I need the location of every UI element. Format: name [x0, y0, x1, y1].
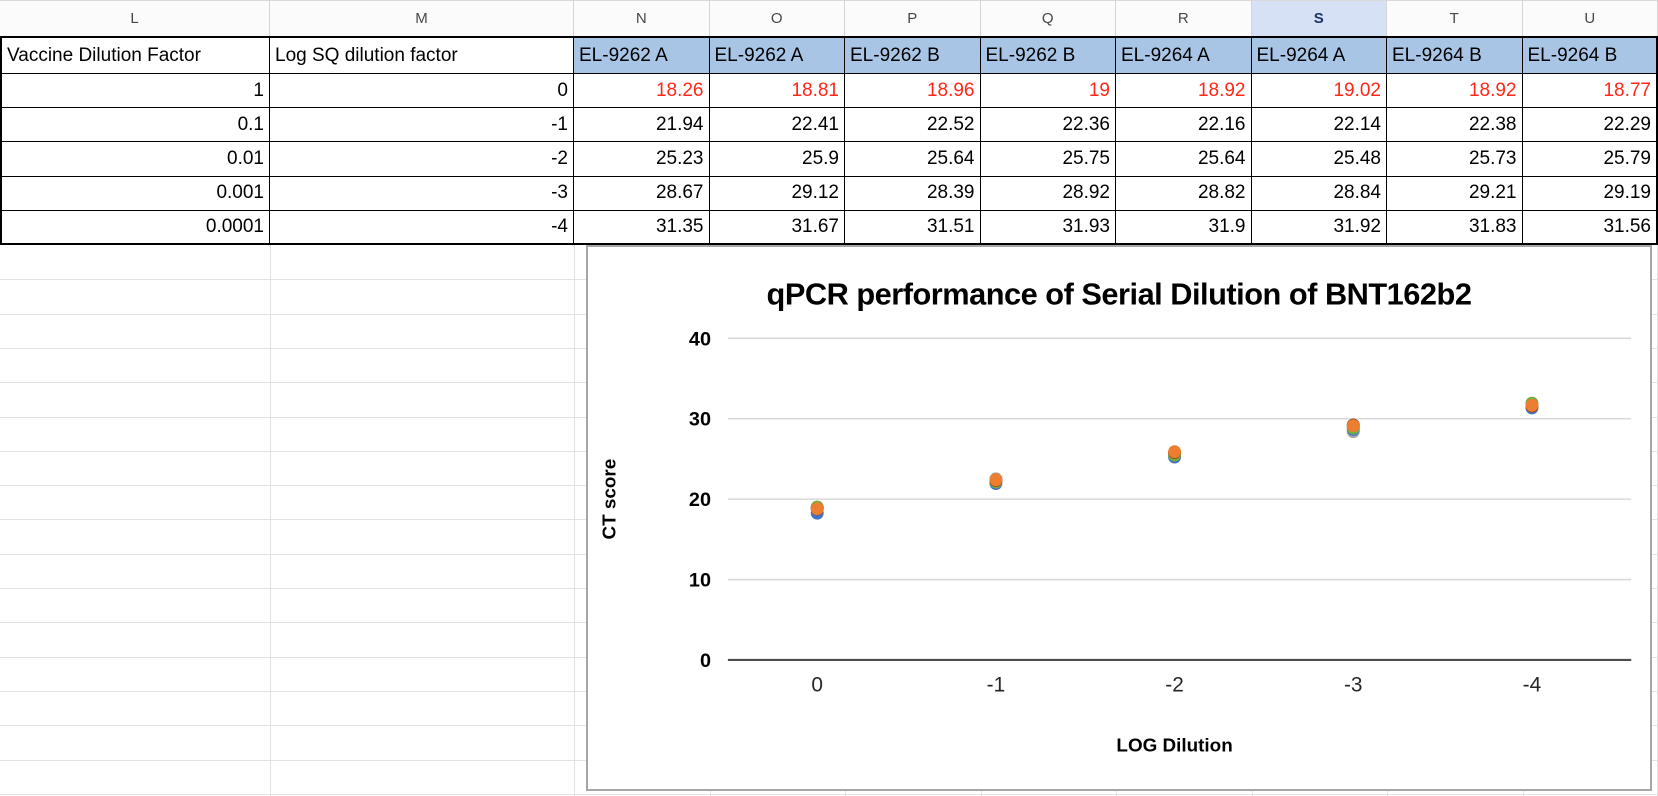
column-header-N[interactable]: N: [574, 0, 710, 36]
cell-P2[interactable]: 18.96: [845, 74, 981, 109]
cell-R6[interactable]: 31.9: [1116, 210, 1252, 245]
x-tick--1: -1: [987, 674, 1006, 697]
data-point-el-9262-a-x0: [810, 502, 824, 516]
cell-N5[interactable]: 28.67: [574, 176, 710, 211]
cell-O6[interactable]: 31.67: [709, 210, 845, 245]
data-point-el-9262-a-x-2: [1168, 445, 1182, 459]
x-axis-title: LOG Dilution: [1116, 734, 1232, 755]
x-tick-0: 0: [811, 674, 823, 697]
cell-O2[interactable]: 18.81: [709, 74, 845, 109]
column-header-R[interactable]: R: [1116, 0, 1252, 36]
cell-P1[interactable]: EL-9262 B: [845, 36, 981, 74]
cell-M2[interactable]: 0: [270, 74, 574, 109]
grid-column-line: [270, 245, 271, 796]
cell-M6[interactable]: -4: [270, 210, 574, 245]
chart-title: qPCR performance of Serial Dilution of B…: [767, 277, 1472, 312]
cell-S4[interactable]: 25.48: [1251, 142, 1387, 177]
cell-N3[interactable]: 21.94: [574, 108, 710, 143]
cell-L1[interactable]: Vaccine Dilution Factor: [0, 36, 270, 74]
cell-O3[interactable]: 22.41: [709, 108, 845, 143]
column-header-O[interactable]: O: [709, 0, 845, 36]
cell-U5[interactable]: 29.19: [1522, 176, 1658, 211]
grid-row-line: [0, 793, 1658, 795]
cell-R1[interactable]: EL-9264 A: [1116, 36, 1252, 74]
cell-U4[interactable]: 25.79: [1522, 142, 1658, 177]
cell-T3[interactable]: 22.38: [1387, 108, 1523, 143]
cell-M1[interactable]: Log SQ dilution factor: [270, 36, 574, 74]
cell-U3[interactable]: 22.29: [1522, 108, 1658, 143]
cell-S6[interactable]: 31.92: [1251, 210, 1387, 245]
cell-S2[interactable]: 19.02: [1251, 74, 1387, 109]
data-point-el-9262-a-x-3: [1346, 419, 1360, 433]
cell-T6[interactable]: 31.83: [1387, 210, 1523, 245]
cell-T5[interactable]: 29.21: [1387, 176, 1523, 211]
column-header-Q[interactable]: Q: [980, 0, 1116, 36]
cell-P4[interactable]: 25.64: [845, 142, 981, 177]
cell-P6[interactable]: 31.51: [845, 210, 981, 245]
column-header-U[interactable]: U: [1522, 0, 1658, 36]
column-header-S[interactable]: S: [1251, 0, 1387, 36]
cell-L6[interactable]: 0.0001: [0, 210, 270, 245]
cell-N2[interactable]: 18.26: [574, 74, 710, 109]
column-header-P[interactable]: P: [845, 0, 981, 36]
cell-Q1[interactable]: EL-9262 B: [980, 36, 1116, 74]
chart-canvas: qPCR performance of Serial Dilution of B…: [599, 277, 1632, 755]
cell-O1[interactable]: EL-9262 A: [709, 36, 845, 74]
data-point-el-9262-a-x-1: [989, 473, 1003, 487]
cell-L2[interactable]: 1: [0, 74, 270, 109]
cell-Q2[interactable]: 19: [980, 74, 1116, 109]
cell-Q5[interactable]: 28.92: [980, 176, 1116, 211]
cell-S3[interactable]: 22.14: [1251, 108, 1387, 143]
y-tick-0: 0: [700, 650, 711, 672]
cell-Q6[interactable]: 31.93: [980, 210, 1116, 245]
y-tick-30: 30: [689, 409, 711, 431]
cell-U1[interactable]: EL-9264 B: [1522, 36, 1658, 74]
cell-T4[interactable]: 25.73: [1387, 142, 1523, 177]
cell-T2[interactable]: 18.92: [1387, 74, 1523, 109]
cell-T1[interactable]: EL-9264 B: [1387, 36, 1523, 74]
y-tick-10: 10: [689, 569, 711, 591]
column-header-T[interactable]: T: [1387, 0, 1523, 36]
cell-R3[interactable]: 22.16: [1116, 108, 1252, 143]
column-header-M[interactable]: M: [270, 0, 574, 36]
cell-N1[interactable]: EL-9262 A: [574, 36, 710, 74]
cell-N6[interactable]: 31.35: [574, 210, 710, 245]
cell-O4[interactable]: 25.9: [709, 142, 845, 177]
cell-R2[interactable]: 18.92: [1116, 74, 1252, 109]
cell-Q4[interactable]: 25.75: [980, 142, 1116, 177]
data-point-el-9262-a-x-4: [1525, 398, 1539, 412]
cell-M5[interactable]: -3: [270, 176, 574, 211]
cell-M3[interactable]: -1: [270, 108, 574, 143]
y-tick-20: 20: [689, 489, 711, 511]
x-tick--2: -2: [1165, 674, 1184, 697]
cell-S5[interactable]: 28.84: [1251, 176, 1387, 211]
y-axis-title: CT score: [599, 459, 620, 540]
cell-P3[interactable]: 22.52: [845, 108, 981, 143]
cell-U6[interactable]: 31.56: [1522, 210, 1658, 245]
column-header-L[interactable]: L: [0, 0, 270, 36]
y-tick-40: 40: [689, 328, 711, 350]
embedded-chart[interactable]: qPCR performance of Serial Dilution of B…: [586, 245, 1652, 791]
cell-U2[interactable]: 18.77: [1522, 74, 1658, 109]
cell-L4[interactable]: 0.01: [0, 142, 270, 177]
cell-R4[interactable]: 25.64: [1116, 142, 1252, 177]
cell-S1[interactable]: EL-9264 A: [1251, 36, 1387, 74]
cell-L3[interactable]: 0.1: [0, 108, 270, 143]
cell-Q3[interactable]: 22.36: [980, 108, 1116, 143]
cell-R5[interactable]: 28.82: [1116, 176, 1252, 211]
cell-N4[interactable]: 25.23: [574, 142, 710, 177]
cell-O5[interactable]: 29.12: [709, 176, 845, 211]
x-tick--3: -3: [1344, 674, 1363, 697]
grid-column-line: [574, 245, 575, 796]
cell-M4[interactable]: -2: [270, 142, 574, 177]
cell-P5[interactable]: 28.39: [845, 176, 981, 211]
cell-L5[interactable]: 0.001: [0, 176, 270, 211]
x-tick--4: -4: [1523, 674, 1542, 697]
